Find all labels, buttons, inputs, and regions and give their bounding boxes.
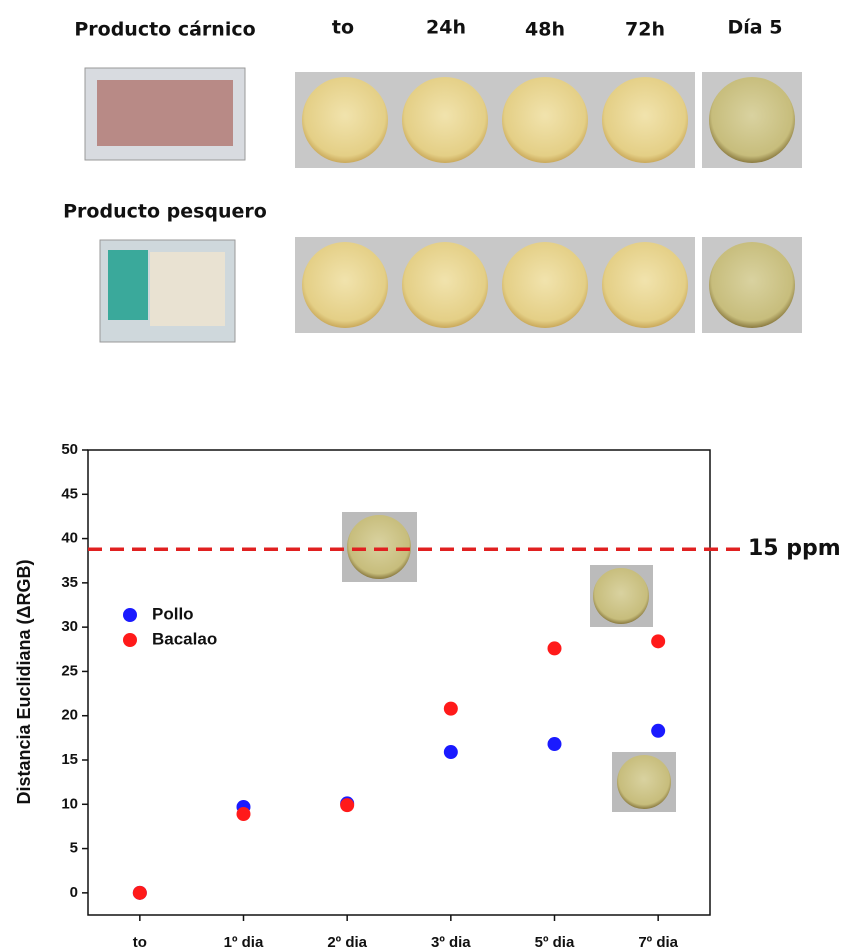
point	[547, 641, 562, 656]
y-tick-label: 35	[61, 574, 78, 591]
disc-photo	[709, 77, 795, 163]
point	[340, 798, 355, 813]
column-label: 48h	[525, 19, 565, 41]
legend-marker	[123, 608, 137, 622]
disc-photo	[502, 242, 588, 328]
y-tick-label: 20	[61, 707, 78, 724]
x-tick-label: to	[133, 934, 147, 951]
inset-photo	[347, 515, 411, 579]
y-tick-label: 5	[70, 840, 78, 857]
column-label: 72h	[625, 19, 665, 41]
legend-marker	[123, 633, 137, 647]
product-photo	[97, 80, 233, 146]
point	[651, 634, 666, 649]
disc-photo	[402, 242, 488, 328]
product-photo	[150, 252, 225, 326]
disc-photo	[402, 77, 488, 163]
product-photo	[108, 250, 148, 320]
inset-photo	[593, 568, 649, 624]
y-axis-label: Distancia Euclidiana (ΔRGB)	[14, 560, 34, 805]
x-tick-label: 5º dia	[535, 934, 575, 951]
disc-photo	[302, 242, 388, 328]
disc-photo	[602, 77, 688, 163]
row-label: Producto cárnico	[74, 19, 255, 41]
inset-photo	[617, 755, 671, 809]
y-tick-label: 30	[61, 618, 78, 635]
y-tick-label: 40	[61, 530, 78, 547]
y-tick-label: 15	[61, 751, 78, 768]
row-label: Producto pesquero	[63, 201, 267, 223]
x-tick-label: 3º dia	[431, 934, 471, 951]
y-tick-label: 45	[61, 485, 78, 502]
disc-photo	[602, 242, 688, 328]
column-label: 24h	[426, 17, 466, 39]
x-tick-label: 1º dia	[224, 934, 264, 951]
x-tick-label: 2º dia	[327, 934, 367, 951]
y-tick-label: 25	[61, 662, 78, 679]
disc-photo	[302, 77, 388, 163]
disc-photos	[295, 72, 802, 333]
reference-label: 15 ppm	[748, 536, 841, 561]
point	[443, 701, 458, 716]
legend-label: Pollo	[152, 604, 194, 623]
column-label: to	[332, 17, 354, 39]
point	[132, 885, 147, 900]
photo-panel: Producto cárnico Producto pesquero to 24…	[63, 17, 782, 343]
y-tick-label: 50	[61, 441, 78, 458]
disc-photo	[502, 77, 588, 163]
point	[651, 723, 666, 738]
point	[443, 745, 458, 760]
y-tick-label: 0	[70, 884, 78, 901]
disc-photo	[709, 242, 795, 328]
y-tick-label: 10	[61, 795, 78, 812]
x-tick-label: 7º dia	[638, 934, 678, 951]
point	[547, 737, 562, 752]
legend-label: Bacalao	[152, 629, 217, 648]
column-label: Día 5	[728, 17, 783, 39]
point	[236, 807, 251, 822]
plot-frame	[87, 449, 711, 916]
